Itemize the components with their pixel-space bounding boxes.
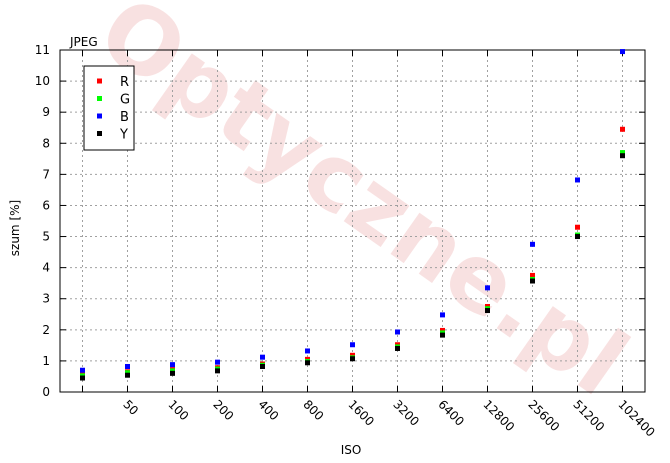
data-point-b [125,364,130,370]
x-tick-label: 200 [210,397,236,423]
y-tick-label: 8 [42,136,50,150]
data-point-y [440,332,445,338]
x-tick-label: 25600 [525,397,562,434]
chart-title: JPEG [69,35,98,49]
x-axis-title: ISO [341,443,362,457]
y-tick-label: 9 [42,105,50,119]
y-axis-title: szum [%] [8,200,22,256]
data-point-y [215,368,220,374]
data-point-b [80,367,85,373]
data-points [80,49,625,381]
data-point-y [485,308,490,314]
data-point-y [530,278,535,284]
data-point-y [170,370,175,376]
legend-label-g: G [120,93,130,108]
y-axis-ticks: 0 1 2 3 4 5 6 7 8 9 10 11 [35,43,645,399]
x-tick-label: 12800 [480,397,517,434]
y-tick-label: 2 [42,323,50,337]
x-tick-label: 102400 [615,397,657,439]
y-tick-label: 1 [42,354,50,368]
data-point-b [215,359,220,365]
data-point-b [485,285,490,291]
data-point-b [530,241,535,247]
data-point-y [305,360,310,366]
watermark: Optyczne.pl [80,0,646,417]
legend-marker-g [97,96,102,101]
legend-marker-b [97,113,102,119]
data-point-g [620,150,625,156]
data-point-b [260,354,265,360]
data-point-r [575,224,580,230]
data-point-r [620,126,625,132]
data-point-b [395,329,400,335]
y-tick-label: 3 [42,292,50,306]
data-point-b [620,49,625,55]
data-point-y [125,372,130,378]
data-point-y [620,153,625,159]
data-point-b [350,342,355,348]
data-point-b [575,177,580,183]
grid [60,50,645,392]
data-point-b [170,362,175,368]
y-tick-label: 6 [42,198,50,212]
legend-label-b: B [120,110,129,125]
y-tick-label: 0 [42,385,50,399]
y-tick-label: 5 [42,230,50,244]
legend-label-r: R [120,75,129,90]
y-tick-label: 7 [42,167,50,181]
data-point-y [80,375,85,381]
y-tick-label: 11 [35,43,50,57]
legend-label-y: Y [119,128,128,143]
x-tick-label: 800 [300,397,326,423]
x-tick-label: 50 [120,397,141,418]
legend-marker-y [97,131,102,136]
data-point-y [395,345,400,351]
x-tick-label: 1600 [345,397,376,428]
data-point-b [440,312,445,318]
x-tick-label: 3200 [390,397,421,428]
x-tick-label: 6400 [435,397,466,428]
y-tick-label: 4 [42,261,50,275]
y-tick-label: 10 [35,74,50,88]
legend-marker-r [97,78,102,84]
data-point-b [305,348,310,354]
legend-box [83,65,135,151]
data-point-y [260,364,265,370]
data-point-r [530,272,535,278]
x-tick-label: 400 [255,397,281,423]
x-tick-label: 100 [165,397,191,423]
data-point-y [350,356,355,362]
watermark-text: Optyczne.pl [80,0,646,417]
data-point-y [575,234,580,240]
